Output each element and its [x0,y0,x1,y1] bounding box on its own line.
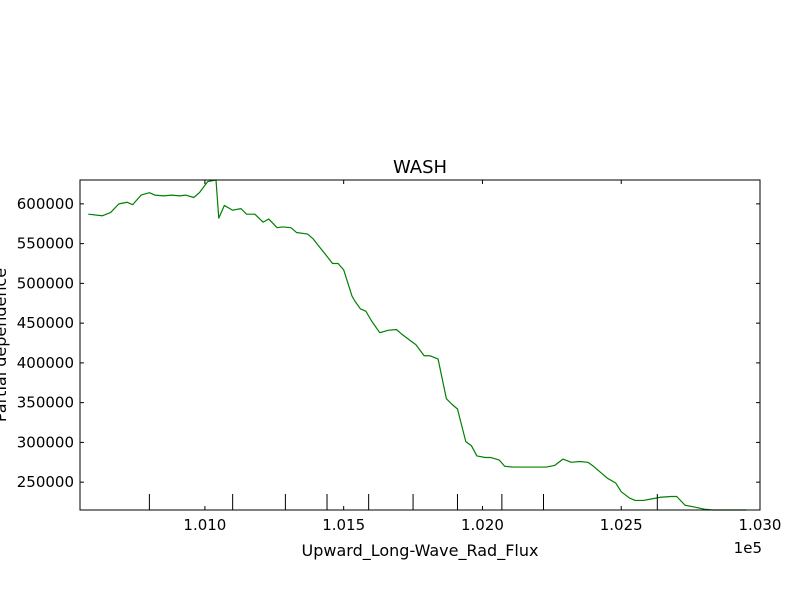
chart-title: WASH [393,157,447,178]
y-axis-label: Partial dependence [0,268,10,422]
series-line-0 [88,179,747,511]
plot-area: 1.010 1.015 1.020 1.025 1.030 250000 300000 350… [17,179,782,534]
y-tick-label-5: 500000 [17,274,74,292]
y-tick-label-4: 450000 [17,314,74,332]
x-axis-label: Upward_Long-Wave_Rad_Flux [302,541,539,561]
x-tick-label-4: 1.030 [739,516,782,534]
y-tick-label-1: 300000 [17,433,74,451]
x-tick-label-3: 1.025 [600,516,643,534]
y-tick-label-0: 250000 [17,473,74,491]
x-tick-label-1: 1.015 [322,516,365,534]
y-tick-label-2: 350000 [17,394,74,412]
y-tick-label-3: 400000 [17,354,74,372]
y-tick-label-6: 550000 [17,235,74,253]
y-tick-label-7: 600000 [17,195,74,213]
x-tick-label-2: 1.020 [461,516,504,534]
x-tick-label-0: 1.010 [183,516,226,534]
x-offset-label: 1e5 [734,539,762,557]
plot-frame [79,179,761,511]
